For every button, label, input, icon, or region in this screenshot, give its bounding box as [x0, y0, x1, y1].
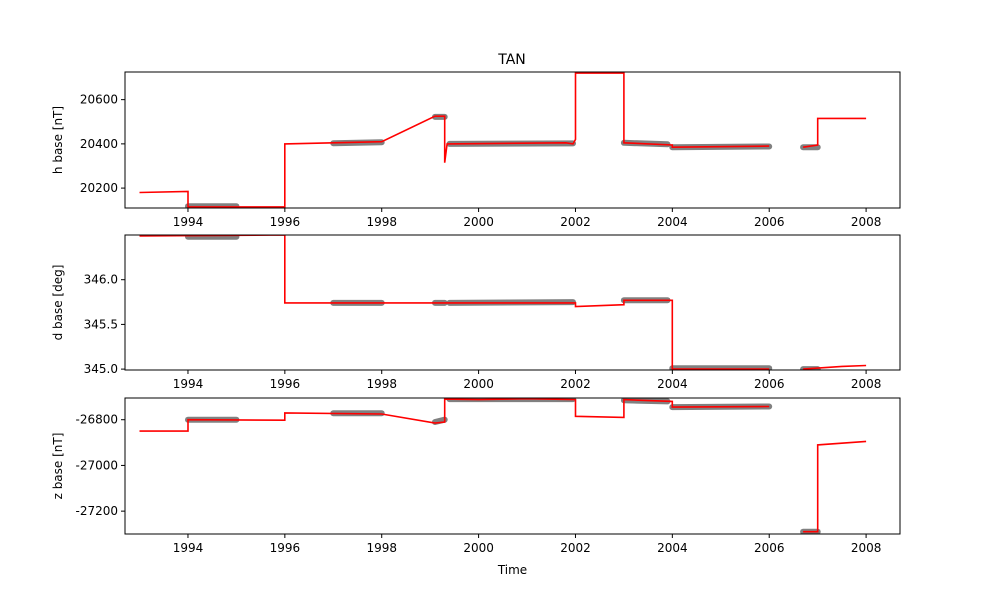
- h-base-x-tick-label: 1994: [173, 215, 204, 229]
- h-base-y-tick-label: 20400: [80, 137, 118, 151]
- z-base-axes-frame: [124, 397, 901, 535]
- d-base-x-tick-label: 2002: [560, 377, 591, 391]
- d-base-x-tick-label: 2000: [463, 377, 494, 391]
- d-base-x-tick-label: 2004: [657, 377, 688, 391]
- d-base-y-tick-label: 346.0: [84, 273, 118, 287]
- z-base-baseline-line: [139, 398, 867, 533]
- d-base-y-tick-label: 345.5: [84, 317, 118, 331]
- h-base-y-axis-label: h base [nT]: [51, 106, 65, 174]
- h-base-y-tick-label: 20600: [80, 93, 118, 107]
- h-base-x-tick-label: 1996: [270, 215, 301, 229]
- d-base-y-axis-label: d base [deg]: [51, 265, 65, 341]
- z-base-panel: 1994 1996 1998 2000 2002 2004 2006 2008 -26800 -2…: [51, 397, 901, 577]
- d-base-x-tick-label: 2006: [754, 377, 785, 391]
- z-base-x-tick-label: 2008: [851, 541, 882, 555]
- z-base-x-tick-label: 2004: [657, 541, 688, 555]
- h-base-y-tick-label: 20200: [80, 181, 118, 195]
- h-base-axes-frame: [124, 71, 901, 209]
- d-base-baseline-line: [139, 235, 867, 370]
- d-base-y-tick-label: 345.0: [84, 362, 118, 376]
- z-base-x-tick-label: 2002: [560, 541, 591, 555]
- z-base-x-tick-label: 2000: [463, 541, 494, 555]
- d-base-x-tick-label: 1996: [270, 377, 301, 391]
- h-base-panel: 1994 1996 1998 2000 2002 2004 2006 2008 20200 204…: [51, 71, 901, 229]
- h-base-plot-area: [139, 72, 867, 208]
- z-base-x-tick-label: 1996: [270, 541, 301, 555]
- h-base-x-tick-label: 2004: [657, 215, 688, 229]
- d-base-x-tick-label: 1998: [366, 377, 397, 391]
- z-base-observed-segment: [432, 416, 448, 425]
- z-base-y-tick-label: -26800: [75, 413, 118, 427]
- h-base-x-tick-label: 2006: [754, 215, 785, 229]
- h-base-baseline-line: [139, 72, 867, 208]
- h-base-x-tick-label: 1998: [366, 215, 397, 229]
- z-base-x-tick-label: 2006: [754, 541, 785, 555]
- z-base-y-tick-label: -27000: [75, 458, 118, 472]
- h-base-x-tick-label: 2002: [560, 215, 591, 229]
- d-base-axes-frame: [124, 234, 901, 371]
- d-base-plot-area: [139, 235, 867, 370]
- z-base-plot-area: [139, 398, 867, 534]
- d-base-panel: 1994 1996 1998 2000 2002 2004 2006 2008 345.0 345…: [51, 234, 901, 391]
- h-base-x-tick-label: 2008: [851, 215, 882, 229]
- z-base-y-axis-label: z base [nT]: [51, 433, 65, 500]
- z-base-y-tick-label: -27200: [75, 504, 118, 518]
- x-axis-label: Time: [497, 563, 527, 577]
- d-base-x-tick-label: 2008: [851, 377, 882, 391]
- d-base-x-tick-label: 1994: [173, 377, 204, 391]
- h-base-x-tick-label: 2000: [463, 215, 494, 229]
- z-base-x-tick-label: 1994: [173, 541, 204, 555]
- figure-title: TAN: [497, 52, 526, 68]
- z-base-x-tick-label: 1998: [366, 541, 397, 555]
